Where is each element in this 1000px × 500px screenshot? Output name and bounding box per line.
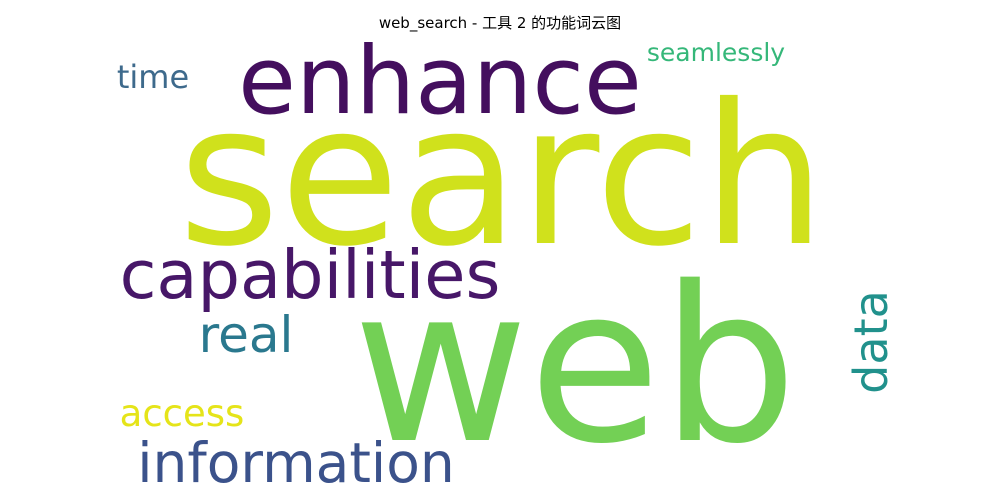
word-web: web	[353, 240, 798, 491]
word-data: data	[844, 290, 898, 394]
word-enhance: enhance	[238, 27, 642, 136]
word-search: search	[178, 62, 826, 289]
chart-title: web_search - 工具 2 的功能词云图	[378, 14, 622, 32]
word-real: real	[199, 306, 294, 364]
word-seamlessly: seamlessly	[647, 38, 785, 67]
word-capabilities: capabilities	[120, 236, 501, 314]
word-information: information	[137, 431, 454, 495]
word-time: time	[117, 58, 189, 96]
word-access: access	[120, 392, 245, 435]
